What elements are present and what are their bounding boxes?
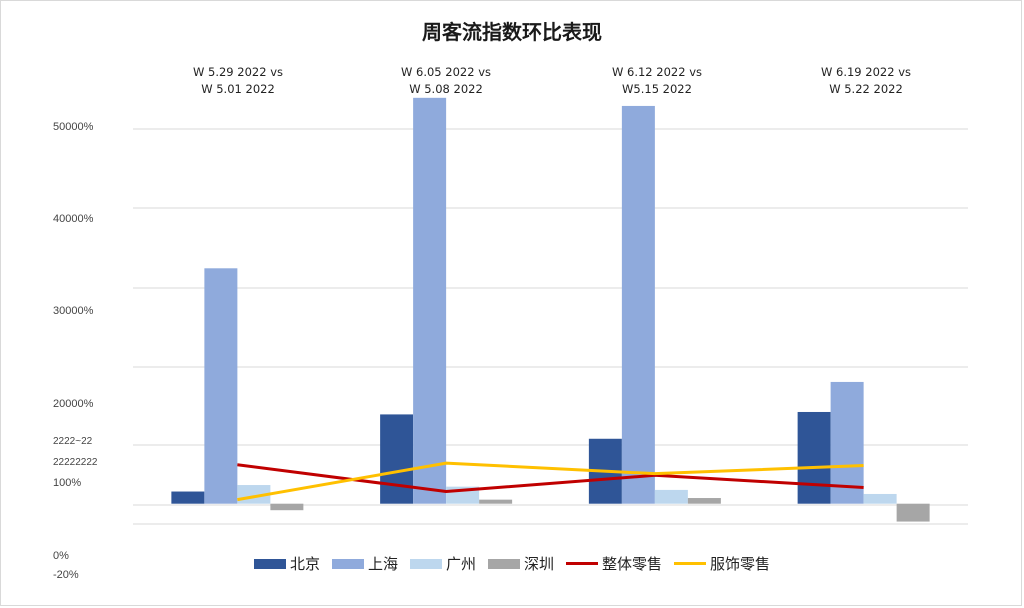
legend-item: 服饰零售 <box>674 553 770 574</box>
y-tick-label: -20% <box>53 569 79 581</box>
bar <box>270 503 304 511</box>
category-label: W 6.19 2022 vs W 5.22 2022 <box>820 65 911 96</box>
bar <box>797 411 831 504</box>
legend-item: 北京 <box>253 553 320 574</box>
legend-swatch <box>409 558 442 569</box>
legend-item: 整体零售 <box>566 553 662 574</box>
legend-item: 广州 <box>409 553 476 574</box>
category-label: W 5.29 2022 vs W 5.01 2022 <box>192 65 283 96</box>
legend-label: 整体零售 <box>602 555 663 573</box>
bar <box>380 414 414 504</box>
legend-label: 上海 <box>367 555 398 573</box>
y-tick-label: 2222~22 <box>53 436 93 447</box>
y-tick-label: 20000% <box>53 398 94 410</box>
y-tick-label: 22222222 <box>53 457 98 468</box>
legend-item: 上海 <box>331 553 398 574</box>
category-label: W 6.05 2022 vs W 5.08 2022 <box>400 65 491 96</box>
y-tick-label: 40000% <box>53 213 94 225</box>
bar <box>830 381 864 504</box>
y-tick-label: 0% <box>53 550 69 562</box>
y-tick-label: 100% <box>53 477 82 489</box>
bar <box>171 491 205 504</box>
legend-label: 深圳 <box>524 555 555 573</box>
y-tick-label: 50000% <box>53 121 94 133</box>
legend-swatch <box>253 558 286 569</box>
legend-label: 北京 <box>289 555 320 573</box>
legend-label: 服饰零售 <box>710 555 771 573</box>
y-tick-label: 30000% <box>53 305 94 317</box>
legend-swatch <box>674 562 707 565</box>
category-label: W 6.12 2022 vs W5.15 2022 <box>611 65 702 96</box>
legend-label: 广州 <box>445 555 476 573</box>
chart-legend: 北京 上海 广州 深圳 整体零售 服饰零售 <box>0 553 1024 574</box>
bar <box>479 499 513 504</box>
legend-swatch <box>566 562 599 565</box>
series-line <box>237 461 864 502</box>
chart-title: 周客流指数环比表现 <box>422 20 602 44</box>
legend-swatch <box>488 558 520 569</box>
bar <box>896 503 930 522</box>
bar <box>204 268 238 504</box>
bar <box>687 498 721 504</box>
bar <box>654 489 688 504</box>
legend-swatch <box>331 558 364 569</box>
bar <box>621 105 655 504</box>
legend-item: 深圳 <box>488 553 554 574</box>
series-line <box>237 463 864 494</box>
bar <box>413 97 447 504</box>
bar <box>863 493 897 504</box>
